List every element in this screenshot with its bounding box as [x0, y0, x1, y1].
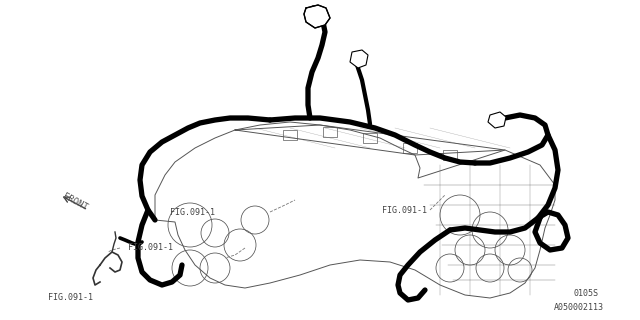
Text: A050002113: A050002113	[554, 303, 604, 313]
Text: FIG.091-1: FIG.091-1	[382, 205, 427, 214]
Polygon shape	[488, 112, 506, 128]
Text: FIG.091-1: FIG.091-1	[128, 243, 173, 252]
Text: FRONT: FRONT	[61, 192, 89, 212]
Text: FIG.091-1: FIG.091-1	[170, 207, 215, 217]
Polygon shape	[350, 50, 368, 68]
Polygon shape	[304, 5, 330, 28]
Text: 0105S: 0105S	[573, 290, 598, 299]
Text: FIG.091-1: FIG.091-1	[48, 292, 93, 301]
